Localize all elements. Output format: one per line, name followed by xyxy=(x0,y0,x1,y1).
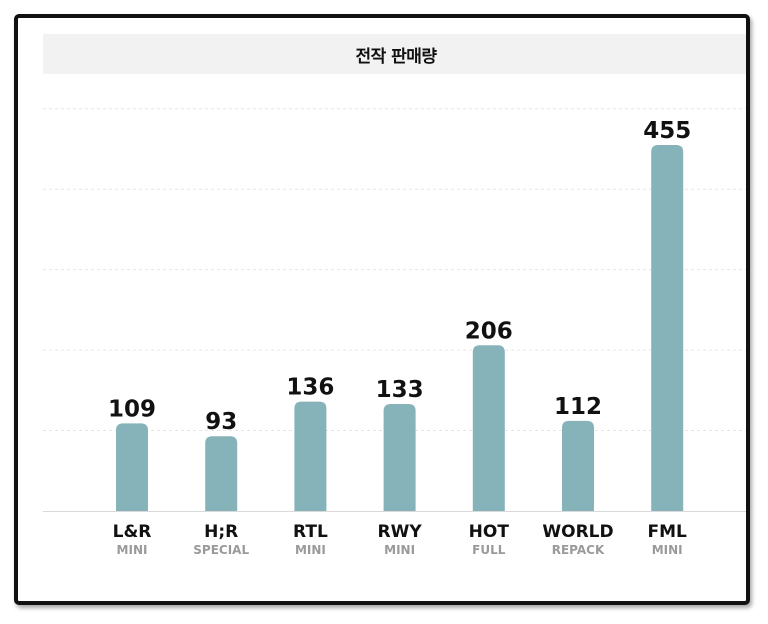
x-tick-sublabel: FULL xyxy=(472,543,506,557)
data-label: 136 xyxy=(286,375,334,401)
x-tick-sublabel: MINI xyxy=(295,543,326,557)
x-tick-label: RTL xyxy=(293,522,328,542)
x-tick-label: RWY xyxy=(378,522,423,542)
bar xyxy=(651,145,684,511)
bar xyxy=(116,423,148,511)
x-tick-sublabel: REPACK xyxy=(552,543,605,557)
bar xyxy=(294,401,327,511)
data-label: 109 xyxy=(108,396,156,422)
bar xyxy=(472,345,505,511)
x-tick-label: WORLD xyxy=(542,522,613,542)
data-label: 112 xyxy=(554,394,602,420)
data-label: 206 xyxy=(465,318,513,344)
x-tick-sublabel: MINI xyxy=(384,543,415,557)
data-label: 455 xyxy=(643,118,691,144)
x-tick-label: HOT xyxy=(469,522,510,542)
bar xyxy=(383,404,416,511)
x-tick-label: FML xyxy=(648,522,688,542)
x-tick-sublabel: SPECIAL xyxy=(193,543,249,557)
chart-title: 전작 판매량 xyxy=(355,46,437,67)
x-tick-sublabel: MINI xyxy=(652,543,683,557)
x-tick-label: H;R xyxy=(204,522,238,542)
x-tick-label: L&R xyxy=(113,522,152,542)
data-label: 93 xyxy=(205,409,237,435)
chart-title-bar: 전작 판매량 xyxy=(43,34,746,74)
bar xyxy=(205,436,238,511)
x-tick-sublabel: MINI xyxy=(117,543,148,557)
bar xyxy=(562,420,594,511)
data-label: 133 xyxy=(376,377,424,403)
